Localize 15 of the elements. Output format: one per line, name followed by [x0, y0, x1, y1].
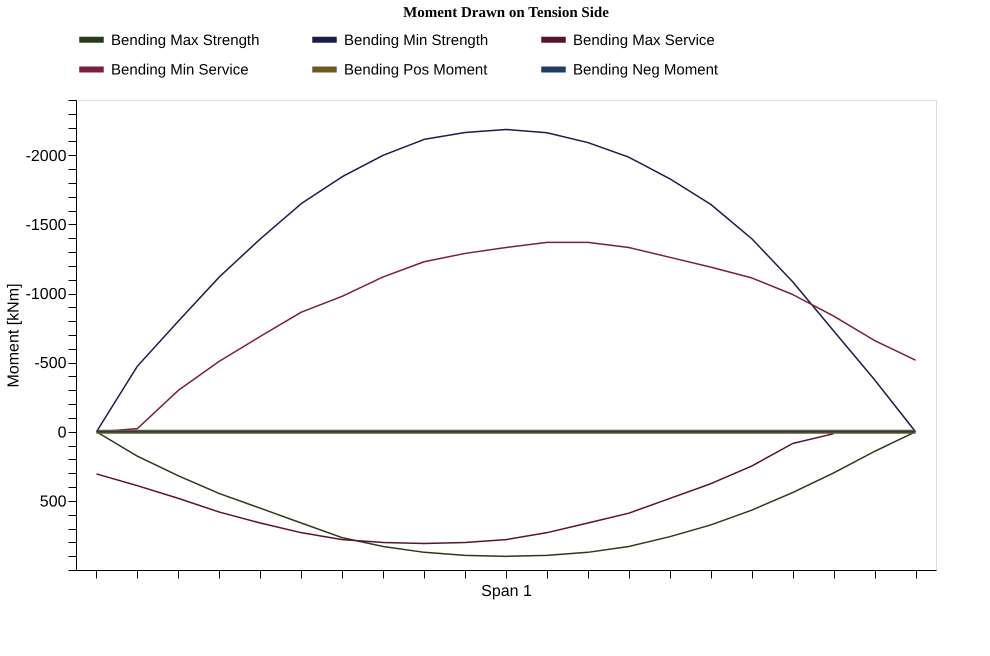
- y-tick-label: -500: [34, 355, 67, 372]
- legend-label: Bending Min Service: [111, 62, 249, 78]
- y-tick-label: 0: [58, 424, 67, 442]
- y-tick-label: -2000: [26, 148, 67, 165]
- chart-title: Moment Drawn on Tension Side: [403, 5, 610, 21]
- y-tick-label: -1500: [26, 216, 67, 234]
- y-tick-label: 500: [40, 493, 67, 510]
- legend-label: Bending Neg Moment: [573, 62, 719, 78]
- legend-label: Bending Pos Moment: [344, 62, 488, 78]
- legend-label: Bending Min Strength: [344, 32, 488, 49]
- y-axis-title: Moment [kNm]: [6, 283, 23, 388]
- y-tick-label: -1000: [26, 286, 67, 304]
- x-axis-title: Span 1: [481, 583, 532, 600]
- legend-label: Bending Max Strength: [111, 32, 260, 49]
- legend-label: Bending Max Service: [573, 32, 715, 49]
